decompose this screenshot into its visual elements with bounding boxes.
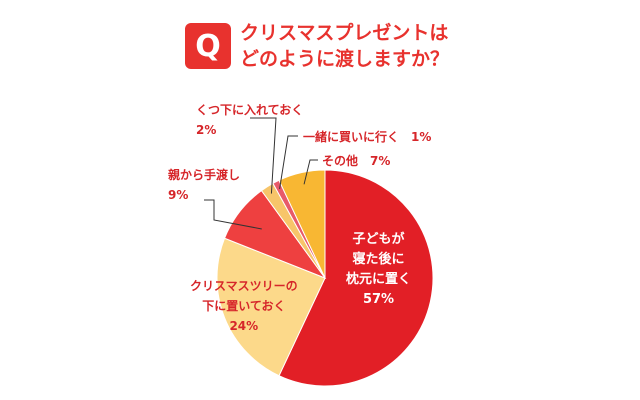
leader-together xyxy=(279,135,298,189)
q-badge: Q xyxy=(185,23,231,69)
slice-label-pillow: 子どもが 寝た後に 枕元に置く 57% xyxy=(346,230,411,310)
slice-label-handed-line-1: 親から手渡し xyxy=(168,168,241,182)
slice-label-pillow-line-2: 寝た後に xyxy=(352,252,405,267)
chart-title: クリスマスプレゼントは どのように渡しますか？ xyxy=(240,20,449,72)
slice-label-sock: くつ下に入れておく 2% xyxy=(196,100,303,140)
slice-label-other: その他 7% xyxy=(322,151,390,171)
chart-title-line-2: どのように渡しますか？ xyxy=(240,48,450,70)
slice-label-pillow-line-3: 枕元に置く xyxy=(346,272,412,287)
slice-label-tree-line-1: クリスマスツリーの xyxy=(190,279,298,293)
slice-label-pillow-line-1: 子どもが xyxy=(352,232,405,247)
slice-label-together: 一緒に買いに行く 1% xyxy=(303,127,431,147)
slice-value-other: 7% xyxy=(370,154,391,168)
pie-slices xyxy=(216,169,434,387)
slice-value-sock: 2% xyxy=(196,123,217,137)
slice-label-other-line-1: その他 xyxy=(322,154,359,168)
slice-label-together-line-1: 一緒に買いに行く xyxy=(303,130,400,144)
pie-slice-pillow xyxy=(278,169,434,387)
chart-title-line-1: クリスマスプレゼントは xyxy=(240,22,449,44)
slice-value-tree: 24% xyxy=(229,319,259,333)
slice-value-together: 1% xyxy=(411,130,432,144)
leader-lines xyxy=(204,117,318,230)
slice-label-tree-line-2: 下に置いておく xyxy=(202,299,286,313)
slice-label-tree: クリスマスツリーの 下に置いておく 24% xyxy=(190,276,298,336)
leader-sock xyxy=(250,117,277,194)
pie-slice-tree xyxy=(216,237,326,377)
leader-handed xyxy=(204,199,262,230)
slice-label-handed: 親から手渡し 9% xyxy=(168,165,240,205)
slice-value-pillow: 57% xyxy=(362,292,395,307)
slice-value-handed: 9% xyxy=(168,188,189,202)
slice-label-sock-line-1: くつ下に入れておく xyxy=(196,103,304,117)
leader-other xyxy=(303,159,318,185)
pie-slice-other xyxy=(278,169,326,279)
